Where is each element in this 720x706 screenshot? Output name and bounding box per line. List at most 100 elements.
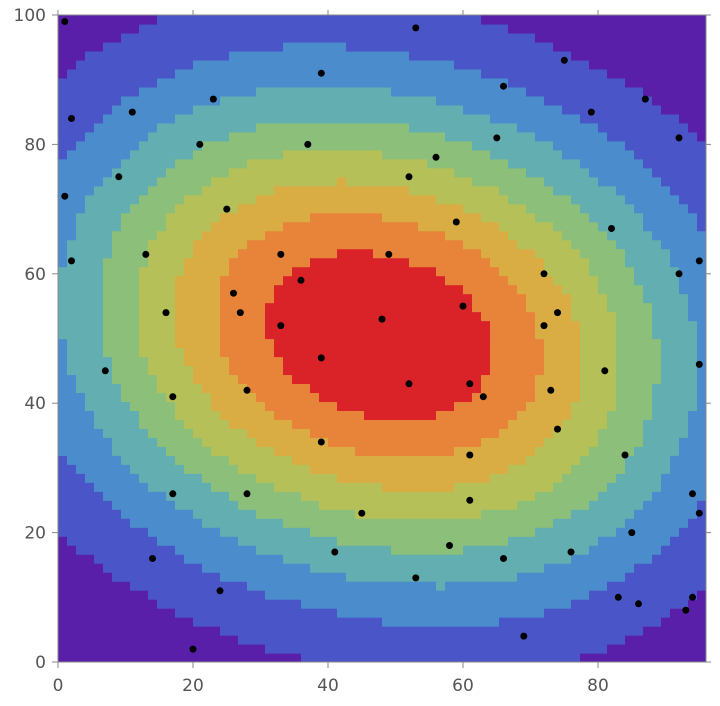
contour-cell bbox=[265, 338, 275, 349]
contour-cell bbox=[229, 383, 239, 394]
contour-cell bbox=[625, 32, 635, 43]
contour-cell bbox=[364, 626, 374, 636]
contour-cell bbox=[121, 365, 131, 376]
contour-cell bbox=[355, 626, 365, 636]
contour-cell bbox=[661, 203, 671, 214]
contour-cell bbox=[643, 464, 653, 474]
contour-cell bbox=[211, 275, 221, 286]
contour-cell bbox=[373, 653, 383, 662]
contour-cell bbox=[283, 482, 293, 492]
contour-cell bbox=[409, 167, 419, 178]
contour-cell bbox=[229, 473, 239, 483]
contour-cell bbox=[499, 428, 509, 438]
contour-cell bbox=[184, 392, 194, 403]
contour-cell bbox=[346, 563, 356, 573]
contour-cell bbox=[373, 635, 383, 645]
contour-cell bbox=[265, 131, 275, 142]
contour-cell bbox=[562, 437, 572, 447]
contour-cell bbox=[202, 104, 212, 115]
contour-cell bbox=[211, 527, 221, 537]
contour-cell bbox=[184, 203, 194, 214]
contour-cell bbox=[157, 554, 167, 564]
contour-cell bbox=[166, 185, 176, 196]
contour-cell bbox=[472, 149, 482, 160]
contour-cell bbox=[220, 230, 230, 241]
contour-cell bbox=[616, 302, 626, 313]
contour-cell bbox=[373, 230, 383, 241]
contour-cell bbox=[544, 419, 554, 429]
contour-cell bbox=[211, 23, 221, 34]
contour-cell bbox=[454, 635, 464, 645]
contour-cell bbox=[247, 284, 257, 295]
contour-cell bbox=[112, 230, 122, 241]
contour-cell bbox=[130, 158, 140, 169]
contour-cell bbox=[643, 275, 653, 286]
contour-cell bbox=[652, 500, 662, 510]
contour-cell bbox=[319, 374, 329, 385]
contour-cell bbox=[400, 302, 410, 313]
contour-cell bbox=[328, 275, 338, 286]
contour-cell bbox=[571, 392, 581, 403]
contour-cell bbox=[652, 554, 662, 564]
contour-cell bbox=[589, 320, 599, 331]
contour-cell bbox=[103, 509, 113, 519]
contour-cell bbox=[472, 185, 482, 196]
contour-cell bbox=[346, 158, 356, 169]
contour-cell bbox=[382, 464, 392, 474]
contour-cell bbox=[139, 194, 149, 205]
contour-cell bbox=[346, 338, 356, 349]
contour-cell bbox=[580, 221, 590, 232]
contour-cell bbox=[553, 149, 563, 160]
contour-cell bbox=[211, 32, 221, 43]
contour-cell bbox=[85, 221, 95, 232]
contour-cell bbox=[103, 302, 113, 313]
contour-cell bbox=[472, 419, 482, 429]
contour-cell bbox=[382, 338, 392, 349]
contour-cell bbox=[652, 68, 662, 79]
contour-cell bbox=[319, 194, 329, 205]
contour-cell bbox=[679, 635, 689, 645]
contour-cell bbox=[58, 239, 68, 250]
contour-cell bbox=[634, 23, 644, 34]
contour-cell bbox=[211, 563, 221, 573]
contour-cell bbox=[598, 32, 608, 43]
contour-cell bbox=[103, 410, 113, 420]
contour-cell bbox=[103, 536, 113, 546]
contour-cell bbox=[301, 203, 311, 214]
contour-cell bbox=[157, 365, 167, 376]
contour-cell bbox=[319, 329, 329, 340]
contour-cell bbox=[121, 581, 131, 591]
contour-cell bbox=[139, 500, 149, 510]
contour-cell bbox=[535, 464, 545, 474]
contour-cell bbox=[148, 383, 158, 394]
contour-cell bbox=[499, 653, 509, 662]
contour-cell bbox=[193, 158, 203, 169]
contour-cell bbox=[625, 653, 635, 662]
contour-cell bbox=[481, 275, 491, 286]
contour-cell bbox=[328, 608, 338, 618]
contour-cell bbox=[193, 77, 203, 88]
contour-cell bbox=[211, 50, 221, 61]
contour-cell bbox=[166, 221, 176, 232]
contour-cell bbox=[346, 221, 356, 232]
contour-cell bbox=[220, 356, 230, 367]
contour-cell bbox=[85, 383, 95, 394]
contour-cell bbox=[454, 113, 464, 124]
contour-cell bbox=[607, 644, 617, 654]
contour-cell bbox=[535, 50, 545, 61]
contour-cell bbox=[76, 95, 86, 106]
contour-cell bbox=[499, 509, 509, 519]
contour-cell bbox=[481, 356, 491, 367]
contour-cell bbox=[184, 158, 194, 169]
contour-cell bbox=[481, 518, 491, 528]
contour-cell bbox=[139, 320, 149, 331]
contour-cell bbox=[193, 644, 203, 654]
contour-cell bbox=[229, 572, 239, 582]
contour-cell bbox=[598, 68, 608, 79]
contour-cell bbox=[310, 644, 320, 654]
contour-cell bbox=[553, 446, 563, 456]
contour-cell bbox=[157, 131, 167, 142]
contour-cell bbox=[418, 527, 428, 537]
contour-cell bbox=[607, 212, 617, 223]
contour-cell bbox=[76, 536, 86, 546]
